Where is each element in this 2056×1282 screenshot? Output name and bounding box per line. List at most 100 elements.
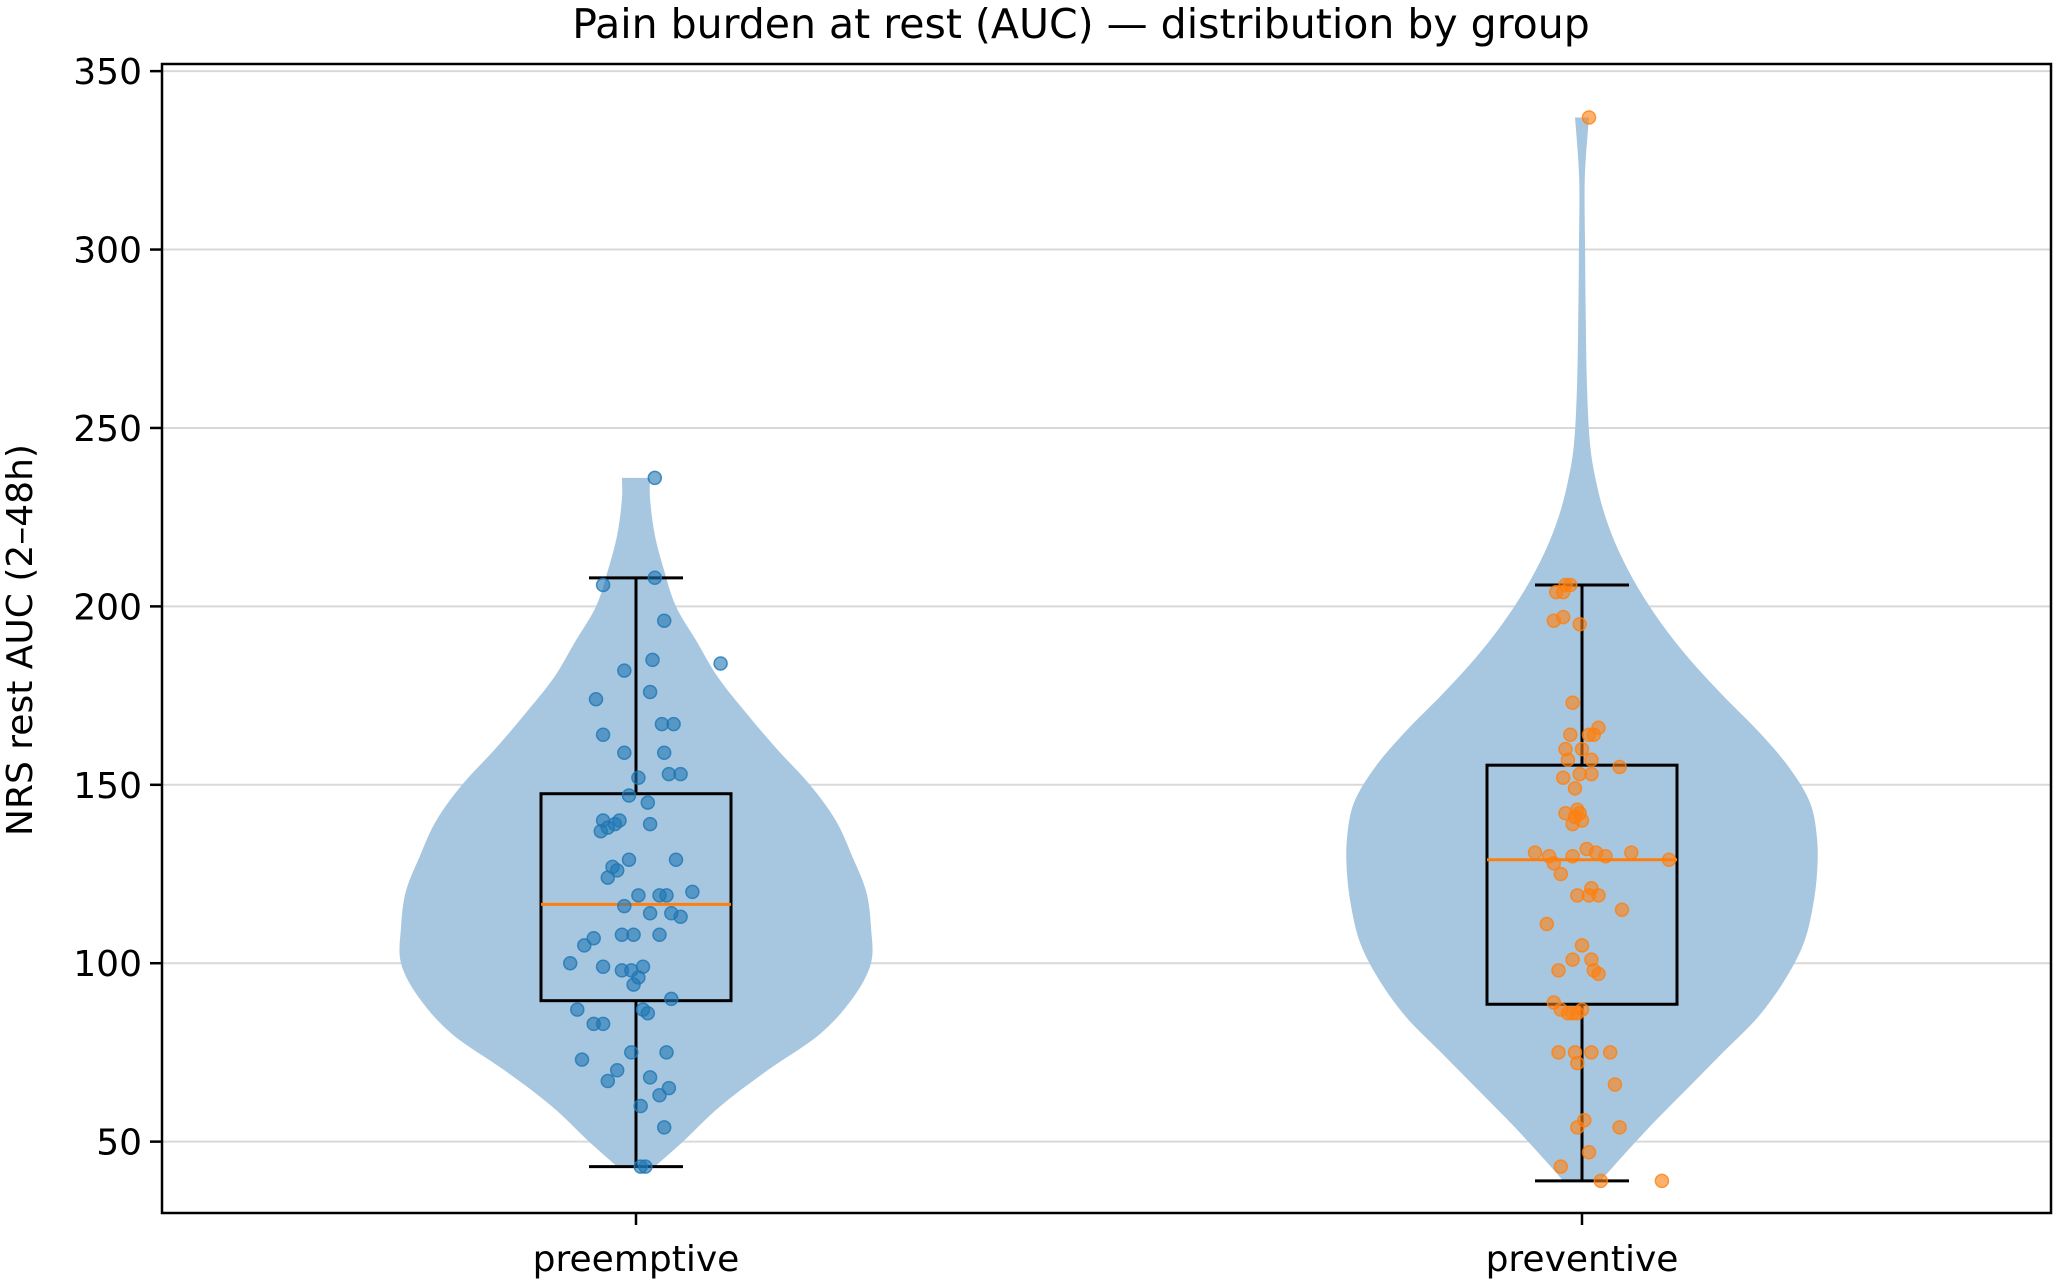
data-point: [631, 888, 646, 903]
plot-frame: [160, 62, 2053, 1215]
data-point: [1567, 781, 1583, 796]
data-point: [673, 766, 688, 782]
data-point: [1551, 963, 1566, 978]
data-point: [1546, 856, 1562, 871]
data-point: [661, 1080, 677, 1096]
data-point: [1581, 1145, 1597, 1160]
data-point: [586, 930, 601, 946]
data-point: [659, 888, 674, 903]
data-point: [1551, 1045, 1566, 1060]
data-point: [617, 663, 632, 678]
x-tick-label: preventive: [1486, 1239, 1679, 1280]
data-point: [1624, 845, 1639, 860]
data-point: [595, 577, 611, 593]
data-point: [640, 1005, 656, 1021]
y-axis-label: NRS rest AUC (2–48h): [0, 444, 41, 836]
data-point: [1555, 609, 1571, 625]
data-point: [1539, 916, 1555, 932]
data-point: [1607, 1077, 1623, 1092]
data-point: [1581, 110, 1597, 125]
data-point: [1553, 866, 1569, 882]
data-point: [617, 898, 632, 914]
data-point: [1572, 616, 1587, 632]
violins: [399, 117, 1818, 1181]
data-point: [562, 955, 578, 971]
data-point: [652, 1087, 667, 1103]
data-point: [713, 656, 728, 671]
data-point: [1654, 1173, 1670, 1189]
data-point: [593, 823, 609, 839]
data-point: [1602, 1045, 1618, 1060]
data-point: [1565, 816, 1580, 832]
data-point: [621, 852, 637, 867]
data-point: [609, 1063, 625, 1078]
data-point: [1612, 1120, 1627, 1135]
data-point: [624, 1045, 639, 1060]
data-point: [668, 852, 684, 867]
data-point: [609, 863, 625, 878]
data-point: [1584, 766, 1599, 782]
y-axis: 50 100 150 200 250 300 350: [73, 52, 162, 1164]
data-point: [577, 938, 592, 953]
data-point: [621, 788, 637, 803]
data-point: [1527, 845, 1543, 860]
data-point: [1591, 720, 1606, 735]
data-point: [595, 1016, 611, 1032]
y-tick-label: 150: [73, 766, 142, 807]
data-point: [659, 1045, 674, 1060]
data-point: [642, 1070, 658, 1085]
data-point: [1661, 852, 1677, 867]
y-tick-label: 100: [73, 944, 142, 985]
data-point: [1570, 888, 1585, 903]
data-point: [1570, 1055, 1585, 1071]
data-point: [673, 909, 688, 925]
data-point: [1570, 1120, 1585, 1135]
data-point: [1563, 727, 1578, 743]
data-point: [656, 1120, 672, 1135]
data-point: [1574, 938, 1590, 953]
data-point: [617, 745, 632, 760]
violin-preemptive: [399, 477, 873, 1167]
data-point: [1598, 848, 1613, 864]
data-point: [1612, 759, 1627, 775]
data-point: [1565, 695, 1580, 710]
data-point: [1591, 966, 1606, 982]
x-tick-label: preemptive: [533, 1239, 740, 1280]
data-point: [647, 570, 663, 586]
data-points: [562, 110, 1677, 1189]
data-point: [1555, 770, 1571, 785]
y-tick-label: 350: [73, 52, 142, 93]
data-point: [631, 770, 646, 785]
data-point: [631, 970, 646, 985]
data-point: [595, 959, 611, 975]
data-point: [640, 795, 656, 810]
data-point: [626, 927, 641, 942]
data-point: [633, 1098, 648, 1114]
data-point: [685, 884, 700, 900]
data-point: [656, 613, 672, 628]
data-point: [656, 745, 672, 760]
data-point: [1558, 806, 1573, 821]
data-point: [600, 1073, 616, 1089]
data-point: [642, 684, 658, 700]
y-tick-label: 200: [73, 587, 142, 628]
data-point: [588, 691, 604, 707]
x-axis: preemptive preventive: [533, 1213, 1679, 1280]
data-point: [1584, 1045, 1599, 1060]
data-point: [595, 727, 611, 743]
data-point: [1591, 888, 1606, 903]
data-point: [1614, 902, 1630, 917]
data-point: [1560, 752, 1576, 768]
data-point: [642, 906, 658, 921]
data-point: [1574, 741, 1590, 757]
data-point: [600, 870, 616, 885]
data-point: [1558, 577, 1573, 593]
data-point: [652, 927, 667, 942]
data-point: [638, 1159, 653, 1174]
data-point: [1553, 1159, 1569, 1174]
data-point: [1565, 952, 1580, 967]
data-point: [570, 1002, 585, 1017]
data-point: [645, 652, 660, 668]
data-point: [647, 470, 663, 486]
data-point: [664, 991, 679, 1007]
